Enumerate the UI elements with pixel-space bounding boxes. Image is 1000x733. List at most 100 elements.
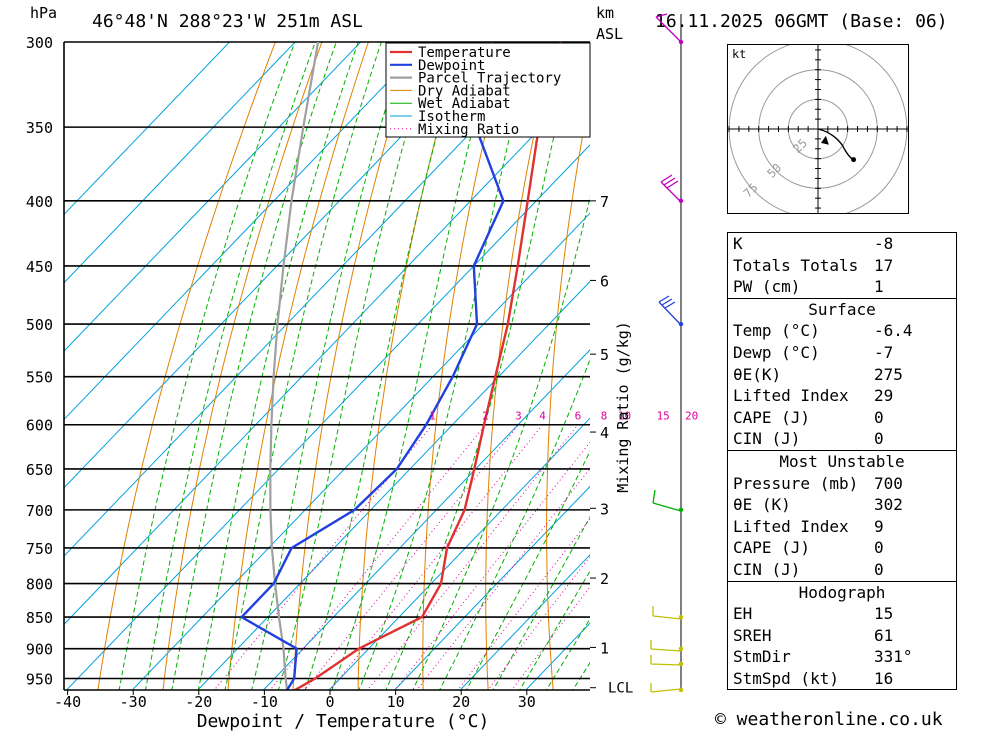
height-km-label: 4 [600,424,609,442]
hodo-stmdir-label: StmDir [733,647,791,667]
surface-li-label: Lifted Index [733,386,849,406]
index-k-label: K [733,234,743,253]
mu-cape-label: CAPE (J) [733,538,811,558]
dry-adiabat-line [546,93,590,690]
height-km-label: 3 [600,500,609,518]
legend-entry: Dewpoint [418,58,485,74]
pressure-label: 750 [26,540,53,558]
hpa-unit: hPa [30,4,58,22]
surface-theta-value: 275 [874,364,903,384]
height-km-label: 2 [600,570,609,588]
hodograph-title: Hodograph [728,580,956,604]
index-tt-row: Totals Totals 17 [728,255,956,277]
skewt-chart: 3003504004505005506006507007508008509009… [26,13,698,732]
isotherm-line [393,485,590,690]
surface-cin-label: CIN (J) [733,429,801,449]
mixing-ratio-line [457,518,590,690]
parcel-trajectory-line [269,42,320,690]
index-tt-label: Totals Totals [733,255,859,275]
dry-adiabat-line [162,42,323,690]
surface-cin-row: CIN (J) 0 [728,428,956,450]
hodo-stmdir-value: 331° [874,647,913,667]
mu-pressure-label: Pressure (mb) [733,473,859,493]
height-km-label: 1 [600,639,609,657]
mixing-ratio-label: 1 [429,410,436,423]
dry-adiabat-line [227,42,369,690]
index-tt-value: 17 [874,255,894,275]
wind-barb [658,295,682,326]
hodo-ring-label-75: 75 [741,180,761,200]
wind-barb-dot [678,661,684,666]
hodograph-trace [817,128,854,161]
wet-adiabat-line [465,450,590,690]
mixing-ratio-line [269,424,486,690]
mu-cin-row: CIN (J) 0 [728,559,956,581]
mu-theta-label: θE (K) [733,495,791,515]
hodo-stmdir-row: StmDir 331° [728,646,956,668]
mu-cape-value: 0 [874,538,884,558]
hodo-sreh-value: 61 [874,625,894,645]
legend-box [385,42,591,138]
location-title: 46°48'N 288°23'W 251m ASL [92,11,363,32]
surface-theta-label: θE(K) [733,364,782,384]
surface-dewp-label: Dewp (°C) [733,342,820,362]
legend-entry: Wet Adiabat [418,96,511,112]
mu-pressure-row: Pressure (mb) 700 [728,473,956,495]
most-unstable-title: Most Unstable [728,449,956,473]
dry-adiabat-line [357,42,462,690]
legend-entry: Parcel Trajectory [418,71,561,87]
wind-barb-dot [678,321,684,327]
mu-li-label: Lifted Index [733,516,849,536]
wind-barb [652,489,682,512]
surface-theta-row: θE(K) 275 [728,364,956,386]
storm-motion-arrow [820,135,829,145]
wind-barb-dot [678,39,684,45]
wind-barb-dot [678,507,684,513]
pressure-label: 300 [26,34,53,52]
pressure-label: 800 [26,576,53,594]
isotherm-line [64,42,428,421]
isotherm-line [64,42,231,216]
pressure-label: 550 [26,369,53,387]
dry-adiabat-line [663,42,694,707]
x-tick-label: 0 [325,693,334,711]
mu-li-value: 9 [874,516,884,536]
mu-pressure-value: 700 [874,473,903,493]
hodograph-unit: kt [732,47,746,61]
pressure-label: 500 [26,316,53,334]
hodo-eh-value: 15 [874,604,894,624]
index-k-value: -8 [874,234,894,253]
legend-entry: Dry Adiabat [418,83,511,99]
legend-entry: Isotherm [418,109,485,125]
dewpoint-line [239,42,505,690]
height-km-label: 7 [600,193,609,211]
isotherm-line [64,42,296,284]
index-pw-row: PW (cm) 1 [728,276,956,298]
pressure-label: 650 [26,461,53,479]
hodo-ring-label-25: 25 [790,136,810,156]
copyright[interactable]: © weatheronline.co.uk [715,709,943,730]
wet-adiabat-line [385,42,577,690]
isotherm-line [459,554,590,690]
mixing-ratio-label: 2 [482,410,489,423]
mu-cape-row: CAPE (J) 0 [728,537,956,559]
wind-barb [650,640,682,652]
mixing-ratio-line [366,424,579,690]
legend-entry: Mixing Ratio [418,122,519,138]
mixing-ratio-label: 6 [575,410,582,423]
mu-cin-value: 0 [874,559,884,579]
hodo-sreh-label: SREH [733,625,772,645]
pressure-label: 700 [26,502,53,520]
surface-cape-value: 0 [874,407,884,427]
pressure-label: 900 [26,641,53,659]
wet-adiabat-line [439,358,590,690]
wet-adiabat-line [519,570,590,690]
index-pw-label: PW (cm) [733,277,801,297]
mu-li-row: Lifted Index 9 [728,516,956,538]
surface-dewp-row: Dewp (°C) -7 [728,342,956,364]
mixing-ratio-line [394,441,590,690]
lcl-label: LCL [608,681,633,697]
wind-barb-dot [678,614,684,620]
mixing-ratio-axis-label: Mixing Ratio (g/kg) [614,321,632,493]
